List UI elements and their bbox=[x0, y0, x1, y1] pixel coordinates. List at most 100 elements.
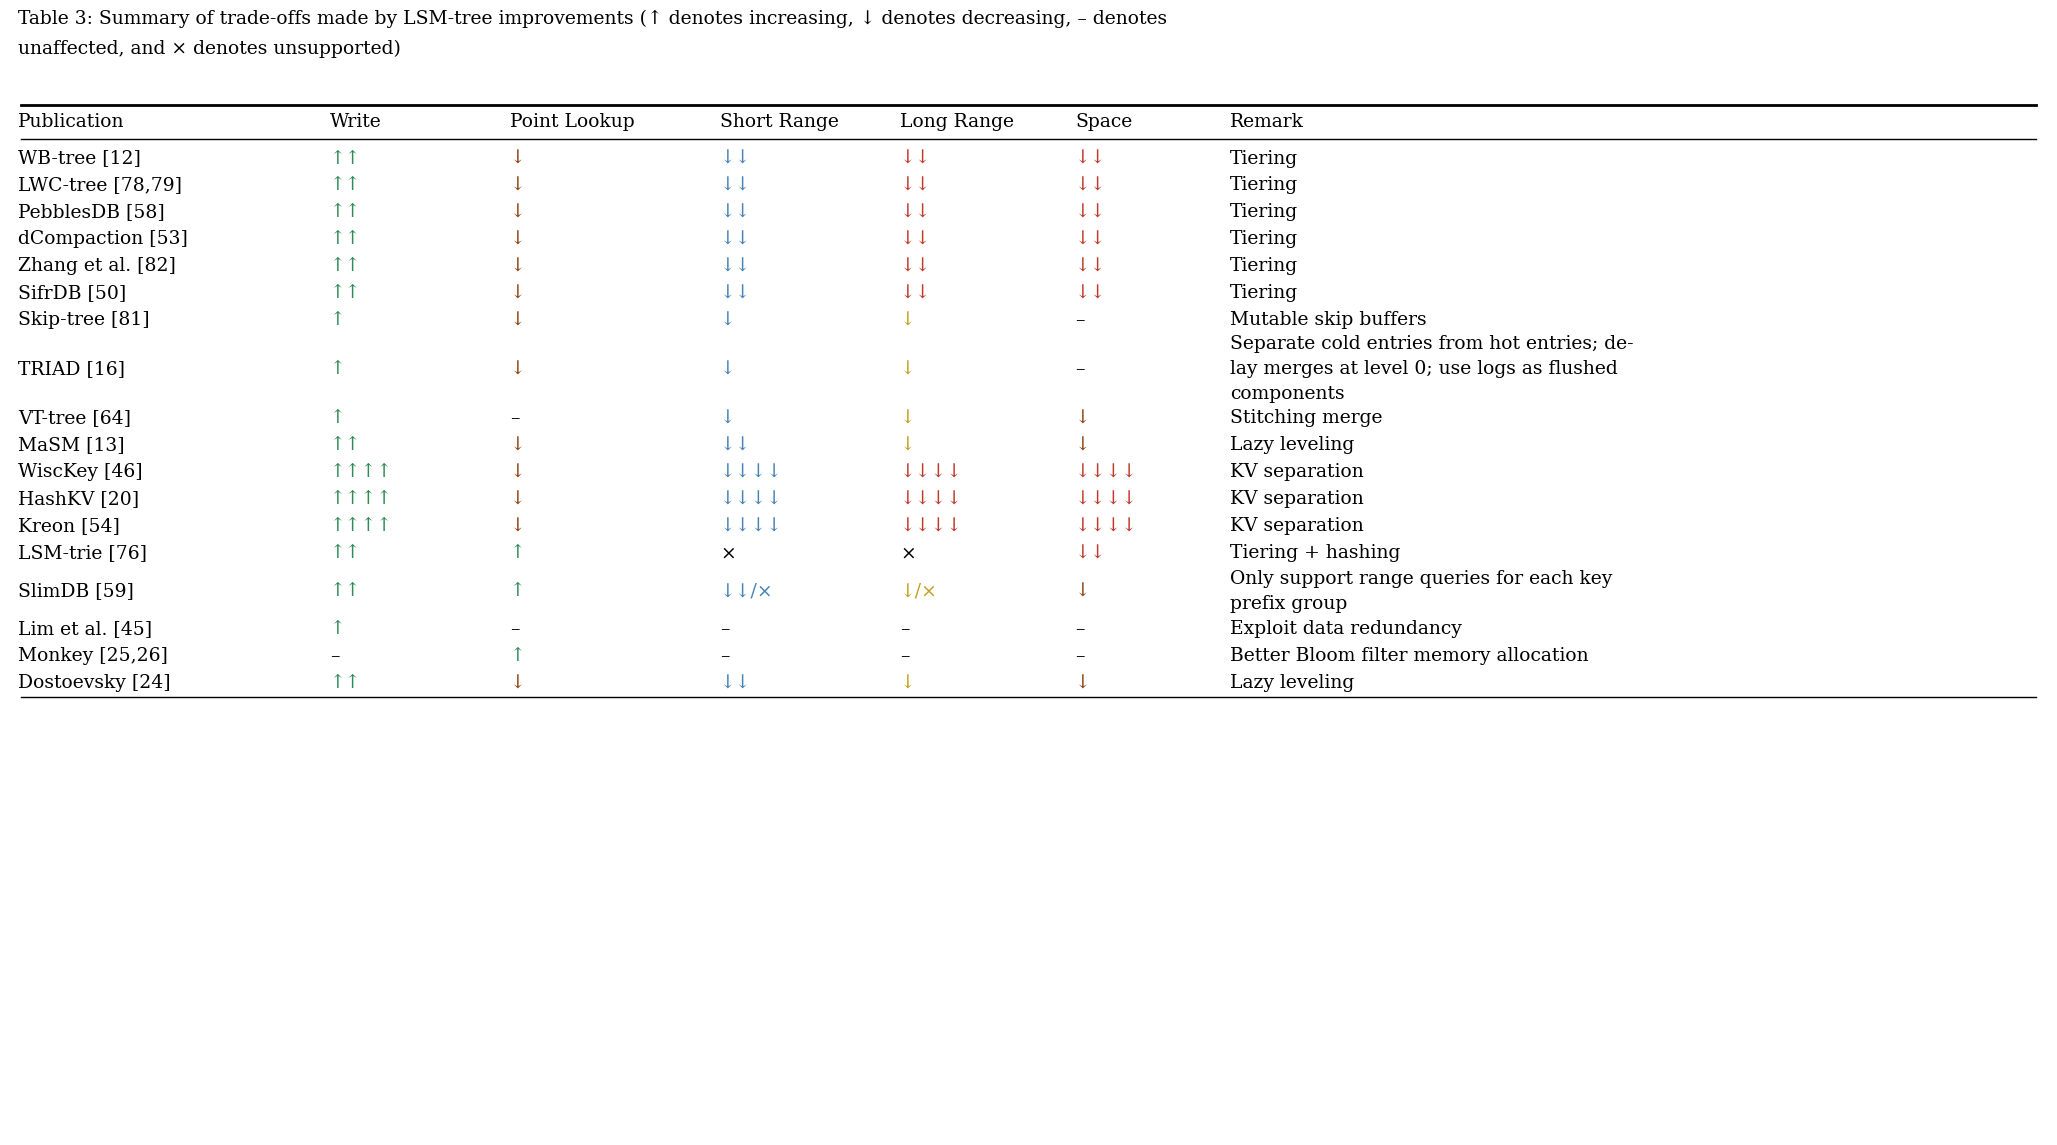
Text: unaffected, and × denotes unsupported): unaffected, and × denotes unsupported) bbox=[19, 40, 401, 58]
Text: Stitching merge: Stitching merge bbox=[1230, 410, 1382, 427]
Text: ↑↑: ↑↑ bbox=[329, 674, 362, 693]
Text: ↓: ↓ bbox=[510, 464, 527, 482]
Text: LSM-trie [76]: LSM-trie [76] bbox=[19, 545, 146, 562]
Text: ↓: ↓ bbox=[510, 490, 527, 508]
Text: ↓↓: ↓↓ bbox=[901, 150, 932, 167]
Text: Exploit data redundancy: Exploit data redundancy bbox=[1230, 621, 1463, 639]
Text: HashKV [20]: HashKV [20] bbox=[19, 490, 140, 508]
Text: ↓↓↓↓: ↓↓↓↓ bbox=[720, 490, 784, 508]
Text: Dostoevsky [24]: Dostoevsky [24] bbox=[19, 674, 171, 693]
Text: Lazy leveling: Lazy leveling bbox=[1230, 436, 1354, 455]
Text: Tiering: Tiering bbox=[1230, 230, 1298, 248]
Text: ↓↓/×: ↓↓/× bbox=[720, 583, 773, 600]
Text: ↓↓↓↓: ↓↓↓↓ bbox=[1076, 464, 1138, 482]
Text: ↑: ↑ bbox=[329, 410, 346, 427]
Text: dCompaction [53]: dCompaction [53] bbox=[19, 230, 187, 248]
Text: ↓: ↓ bbox=[510, 150, 527, 167]
Text: Tiering: Tiering bbox=[1230, 204, 1298, 221]
Text: ↓↓: ↓↓ bbox=[901, 284, 932, 302]
Text: –: – bbox=[329, 648, 339, 665]
Text: ↑: ↑ bbox=[329, 311, 346, 330]
Text: Publication: Publication bbox=[19, 113, 125, 131]
Text: ↑↑: ↑↑ bbox=[329, 284, 362, 302]
Text: Separate cold entries from hot entries; de-
lay merges at level 0; use logs as f: Separate cold entries from hot entries; … bbox=[1230, 335, 1633, 403]
Text: –: – bbox=[901, 648, 909, 665]
Text: ↑↑↑↑: ↑↑↑↑ bbox=[329, 490, 393, 508]
Text: ↓↓: ↓↓ bbox=[1076, 284, 1107, 302]
Text: ×: × bbox=[720, 545, 736, 562]
Text: ↓: ↓ bbox=[1076, 410, 1090, 427]
Text: ↑: ↑ bbox=[510, 648, 527, 665]
Text: LWC-tree [78,79]: LWC-tree [78,79] bbox=[19, 176, 181, 195]
Text: ↓: ↓ bbox=[510, 258, 527, 276]
Text: Kreon [54]: Kreon [54] bbox=[19, 518, 119, 536]
Text: ↓↓: ↓↓ bbox=[720, 150, 751, 167]
Text: ↓: ↓ bbox=[510, 436, 527, 455]
Text: Skip-tree [81]: Skip-tree [81] bbox=[19, 311, 150, 330]
Text: Tiering: Tiering bbox=[1230, 150, 1298, 167]
Text: ↓↓: ↓↓ bbox=[720, 230, 751, 248]
Text: ↓↓: ↓↓ bbox=[1076, 545, 1107, 562]
Text: Tiering: Tiering bbox=[1230, 258, 1298, 276]
Text: ↓: ↓ bbox=[510, 311, 527, 330]
Text: ↓↓: ↓↓ bbox=[720, 258, 751, 276]
Text: MaSM [13]: MaSM [13] bbox=[19, 436, 125, 455]
Text: ↓: ↓ bbox=[510, 204, 527, 221]
Text: ↓: ↓ bbox=[901, 361, 915, 379]
Text: ↑↑: ↑↑ bbox=[329, 545, 362, 562]
Text: ↑↑: ↑↑ bbox=[329, 230, 362, 248]
Text: ↓↓: ↓↓ bbox=[901, 204, 932, 221]
Text: ↓↓: ↓↓ bbox=[720, 436, 751, 455]
Text: ↓↓: ↓↓ bbox=[720, 674, 751, 693]
Text: Tiering: Tiering bbox=[1230, 176, 1298, 195]
Text: ↓↓: ↓↓ bbox=[1076, 258, 1107, 276]
Text: Short Range: Short Range bbox=[720, 113, 839, 131]
Text: ↓↓↓↓: ↓↓↓↓ bbox=[720, 464, 784, 482]
Text: Lazy leveling: Lazy leveling bbox=[1230, 674, 1354, 693]
Text: –: – bbox=[1076, 311, 1084, 330]
Text: Better Bloom filter memory allocation: Better Bloom filter memory allocation bbox=[1230, 648, 1588, 665]
Text: SlimDB [59]: SlimDB [59] bbox=[19, 583, 134, 600]
Text: ↓: ↓ bbox=[720, 361, 736, 379]
Text: ↑: ↑ bbox=[329, 621, 346, 639]
Text: SifrDB [50]: SifrDB [50] bbox=[19, 284, 125, 302]
Text: ↑: ↑ bbox=[510, 583, 527, 600]
Text: –: – bbox=[720, 648, 730, 665]
Text: ↓↓↓↓: ↓↓↓↓ bbox=[1076, 518, 1138, 536]
Text: ↑↑↑↑: ↑↑↑↑ bbox=[329, 518, 393, 536]
Text: Zhang et al. [82]: Zhang et al. [82] bbox=[19, 258, 177, 276]
Text: ↓: ↓ bbox=[510, 176, 527, 195]
Text: ↓↓: ↓↓ bbox=[720, 284, 751, 302]
Text: ↓: ↓ bbox=[510, 674, 527, 693]
Text: ↑: ↑ bbox=[329, 361, 346, 379]
Text: ↑↑: ↑↑ bbox=[329, 258, 362, 276]
Text: ↑↑: ↑↑ bbox=[329, 204, 362, 221]
Text: ↓↓: ↓↓ bbox=[1076, 150, 1107, 167]
Text: WiscKey [46]: WiscKey [46] bbox=[19, 464, 142, 482]
Text: ↓: ↓ bbox=[720, 311, 736, 330]
Text: Tiering: Tiering bbox=[1230, 284, 1298, 302]
Text: ↓: ↓ bbox=[1076, 583, 1090, 600]
Text: ↓↓: ↓↓ bbox=[720, 204, 751, 221]
Text: ↓: ↓ bbox=[1076, 674, 1090, 693]
Text: ↓↓: ↓↓ bbox=[901, 176, 932, 195]
Text: ↓↓↓↓: ↓↓↓↓ bbox=[901, 490, 963, 508]
Text: ↓: ↓ bbox=[510, 518, 527, 536]
Text: PebblesDB [58]: PebblesDB [58] bbox=[19, 204, 165, 221]
Text: ↓↓↓↓: ↓↓↓↓ bbox=[901, 464, 963, 482]
Text: ↑↑: ↑↑ bbox=[329, 436, 362, 455]
Text: ↓: ↓ bbox=[901, 674, 915, 693]
Text: ×: × bbox=[901, 545, 915, 562]
Text: ↓/×: ↓/× bbox=[901, 583, 938, 600]
Text: ↑: ↑ bbox=[510, 545, 527, 562]
Text: Point Lookup: Point Lookup bbox=[510, 113, 636, 131]
Text: ↓↓↓↓: ↓↓↓↓ bbox=[1076, 490, 1138, 508]
Text: ↓↓: ↓↓ bbox=[901, 258, 932, 276]
Text: ↓: ↓ bbox=[510, 230, 527, 248]
Text: –: – bbox=[510, 621, 520, 639]
Text: ↓↓: ↓↓ bbox=[720, 176, 751, 195]
Text: ↓: ↓ bbox=[720, 410, 736, 427]
Text: –: – bbox=[510, 410, 520, 427]
Text: ↓↓↓↓: ↓↓↓↓ bbox=[901, 518, 963, 536]
Text: –: – bbox=[1076, 361, 1084, 379]
